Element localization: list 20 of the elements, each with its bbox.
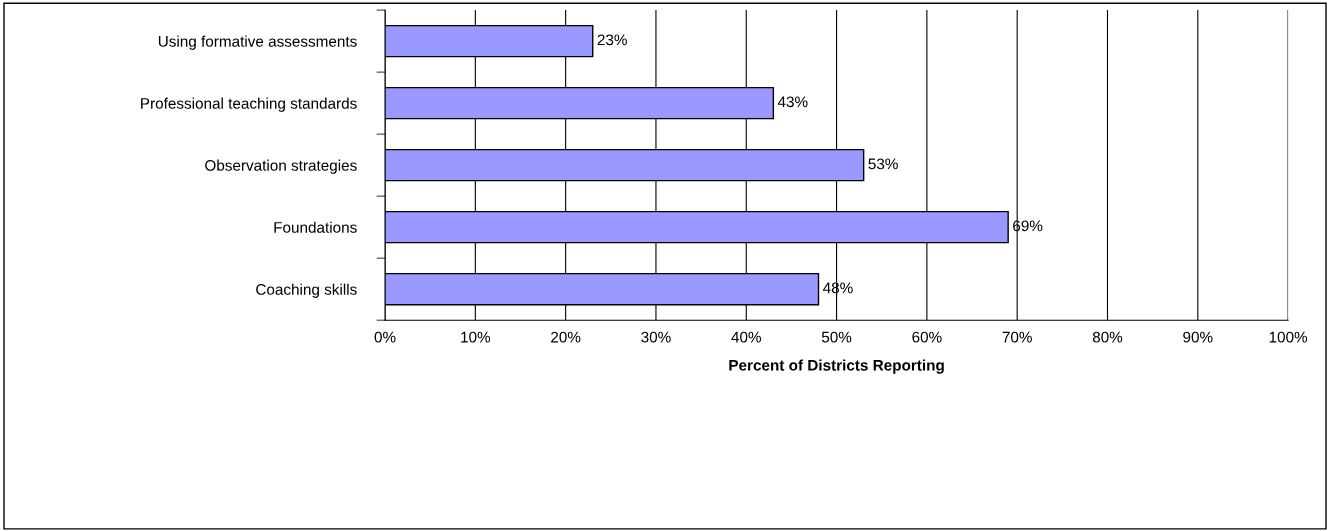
data-label: 43% (777, 96, 808, 108)
x-tick-label: 10% (461, 331, 491, 343)
y-tick-label: Coaching skills (256, 283, 357, 298)
x-tick-label: 30% (641, 331, 671, 343)
data-label: 53% (868, 158, 898, 170)
y-tick-label: Professional teaching standards (141, 97, 357, 112)
y-tick-label: Observation strategies (205, 159, 357, 174)
x-tick-label: 50% (821, 331, 852, 343)
x-tick-label: 90% (1183, 331, 1213, 343)
x-tick-label: 60% (912, 331, 942, 343)
x-tick-label: 100% (1269, 331, 1308, 343)
x-tick-label: 0% (374, 331, 396, 343)
x-tick-label: 80% (1092, 331, 1123, 343)
x-tick-label: 40% (731, 331, 762, 343)
y-tick-label: Using formative assessments (158, 35, 357, 50)
x-tick-label: 70% (1002, 331, 1032, 343)
x-tick-label: 20% (551, 331, 581, 343)
x-axis-title: Percent of Districts Reporting (729, 359, 944, 374)
y-tick-label: Foundations (274, 221, 357, 233)
data-label: 23% (597, 34, 627, 46)
